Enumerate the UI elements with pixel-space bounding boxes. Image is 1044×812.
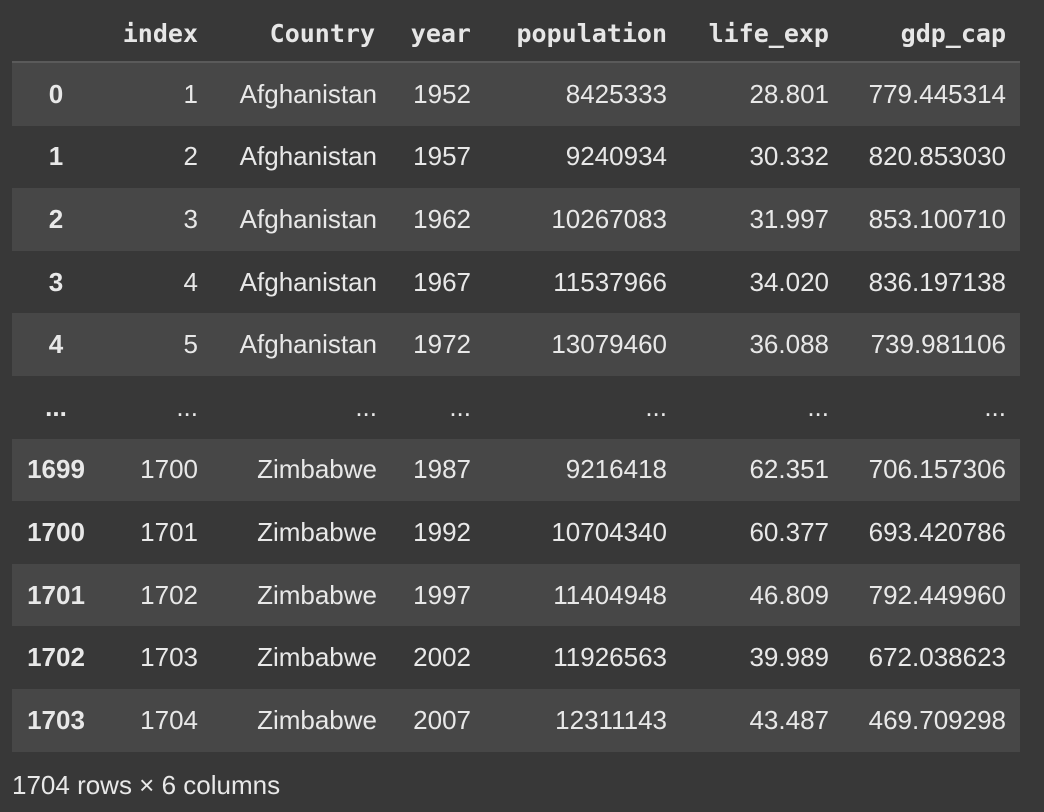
cell-year: 1992 [413, 516, 471, 547]
cell-population: 11926563 [553, 642, 667, 673]
cell-country: Zimbabwe [257, 704, 377, 735]
cell-year: 2002 [413, 642, 471, 673]
row-index: ... [45, 391, 67, 422]
cell-country: ... [355, 391, 377, 422]
cell-gdp-cap: 836.197138 [868, 266, 1006, 297]
cell-index: 1704 [140, 704, 198, 735]
cell-index: 3 [183, 203, 198, 234]
cell-gdp-cap: 820.853030 [868, 141, 1006, 172]
cell-year: 1972 [413, 329, 471, 360]
cell-index: ... [176, 391, 198, 422]
cell-life-exp: 46.809 [749, 579, 829, 610]
cell-life-exp: 31.997 [749, 203, 829, 234]
column-header-gdp-cap: gdp_cap [843, 6, 1020, 63]
cell-country: Zimbabwe [257, 516, 377, 547]
table-row: 0 1 Afghanistan 1952 8425333 28.801 779.… [12, 62, 1020, 126]
column-header-index: index [100, 6, 212, 63]
cell-country: Zimbabwe [257, 579, 377, 610]
cell-gdp-cap: 792.449960 [868, 579, 1006, 610]
table-row: 4 5 Afghanistan 1972 13079460 36.088 739… [12, 313, 1020, 376]
cell-population: 8425333 [565, 78, 667, 109]
row-index: 2 [48, 203, 64, 234]
row-index: 1701 [27, 579, 85, 610]
cell-index: 1703 [140, 642, 198, 673]
cell-gdp-cap: 739.981106 [870, 329, 1006, 360]
cell-year: 1987 [413, 454, 471, 485]
table-row: 1702 1703 Zimbabwe 2002 11926563 39.989 … [12, 626, 1020, 689]
cell-year: 1962 [413, 203, 471, 234]
cell-country: Afghanistan [239, 203, 377, 234]
column-header-life-exp: life_exp [681, 6, 843, 63]
cell-index: 1701 [140, 516, 198, 547]
cell-gdp-cap: 706.157306 [868, 454, 1006, 485]
cell-gdp-cap: 779.445314 [868, 78, 1006, 109]
table-row: 2 3 Afghanistan 1962 10267083 31.997 853… [12, 188, 1020, 251]
table-row: 1703 1704 Zimbabwe 2007 12311143 43.487 … [12, 688, 1020, 752]
cell-year: 1997 [413, 579, 471, 610]
cell-country: Afghanistan [239, 141, 377, 172]
row-index: 1702 [27, 642, 85, 673]
row-index: 1700 [27, 516, 85, 547]
cell-population: 11537966 [553, 266, 667, 297]
cell-life-exp: 43.487 [749, 704, 829, 735]
cell-population: 9216418 [565, 454, 667, 485]
cell-year: 1957 [413, 141, 471, 172]
table-row: 3 4 Afghanistan 1967 11537966 34.020 836… [12, 250, 1020, 314]
cell-life-exp: 30.332 [749, 141, 829, 172]
dataframe-table: index Country year population life_exp g… [12, 6, 1020, 752]
column-header-year: year [389, 6, 485, 63]
table-row: 1700 1701 Zimbabwe 1992 10704340 60.377 … [12, 501, 1020, 564]
cell-population: ... [645, 391, 667, 422]
cell-country: Afghanistan [239, 78, 377, 109]
cell-index: 2 [183, 141, 198, 172]
table-header-row: index Country year population life_exp g… [12, 6, 1020, 63]
row-index: 1703 [27, 704, 85, 735]
cell-year: 1952 [413, 78, 471, 109]
row-index: 3 [48, 266, 64, 297]
cell-gdp-cap: 469.709298 [868, 704, 1006, 735]
cell-life-exp: 36.088 [749, 329, 829, 360]
cell-index: 4 [183, 266, 198, 297]
cell-life-exp: 62.351 [749, 454, 829, 485]
row-index: 0 [48, 78, 64, 109]
cell-year: 1967 [413, 266, 471, 297]
cell-country: Afghanistan [239, 329, 377, 360]
cell-gdp-cap: ... [984, 391, 1006, 422]
cell-index: 1700 [140, 454, 198, 485]
cell-gdp-cap: 693.420786 [868, 516, 1006, 547]
cell-life-exp: 39.989 [749, 642, 829, 673]
table-row: 1699 1700 Zimbabwe 1987 9216418 62.351 7… [12, 438, 1020, 502]
cell-life-exp: 34.020 [749, 266, 829, 297]
table-row: 1701 1702 Zimbabwe 1997 11404948 46.809 … [12, 563, 1020, 627]
table-row: 1 2 Afghanistan 1957 9240934 30.332 820.… [12, 125, 1020, 189]
cell-life-exp: ... [807, 391, 829, 422]
cell-population: 10267083 [551, 203, 667, 234]
cell-index: 5 [183, 329, 198, 360]
cell-country: Zimbabwe [257, 454, 377, 485]
cell-population: 9240934 [565, 141, 667, 172]
cell-population: 10704340 [551, 516, 667, 547]
column-header-country: Country [212, 6, 389, 63]
row-index: 1699 [27, 454, 85, 485]
column-header-population: population [485, 6, 681, 63]
cell-population: 11404948 [553, 579, 667, 610]
cell-country: Afghanistan [239, 266, 377, 297]
cell-index: 1702 [140, 579, 198, 610]
row-index: 4 [48, 329, 64, 360]
cell-life-exp: 60.377 [749, 516, 829, 547]
cell-year: ... [449, 391, 471, 422]
cell-country: Zimbabwe [257, 642, 377, 673]
cell-year: 2007 [413, 704, 471, 735]
cell-life-exp: 28.801 [749, 78, 829, 109]
cell-population: 12311143 [555, 704, 667, 735]
cell-index: 1 [183, 78, 198, 109]
cell-gdp-cap: 672.038623 [868, 642, 1006, 673]
dataframe-shape-label: 1704 rows × 6 columns [12, 770, 281, 800]
row-index: 1 [48, 141, 64, 172]
table-row-ellipsis: ... ... ... ... ... ... ... [12, 375, 1020, 439]
column-header-row-index [12, 6, 100, 63]
cell-population: 13079460 [551, 329, 667, 360]
cell-gdp-cap: 853.100710 [868, 203, 1006, 234]
